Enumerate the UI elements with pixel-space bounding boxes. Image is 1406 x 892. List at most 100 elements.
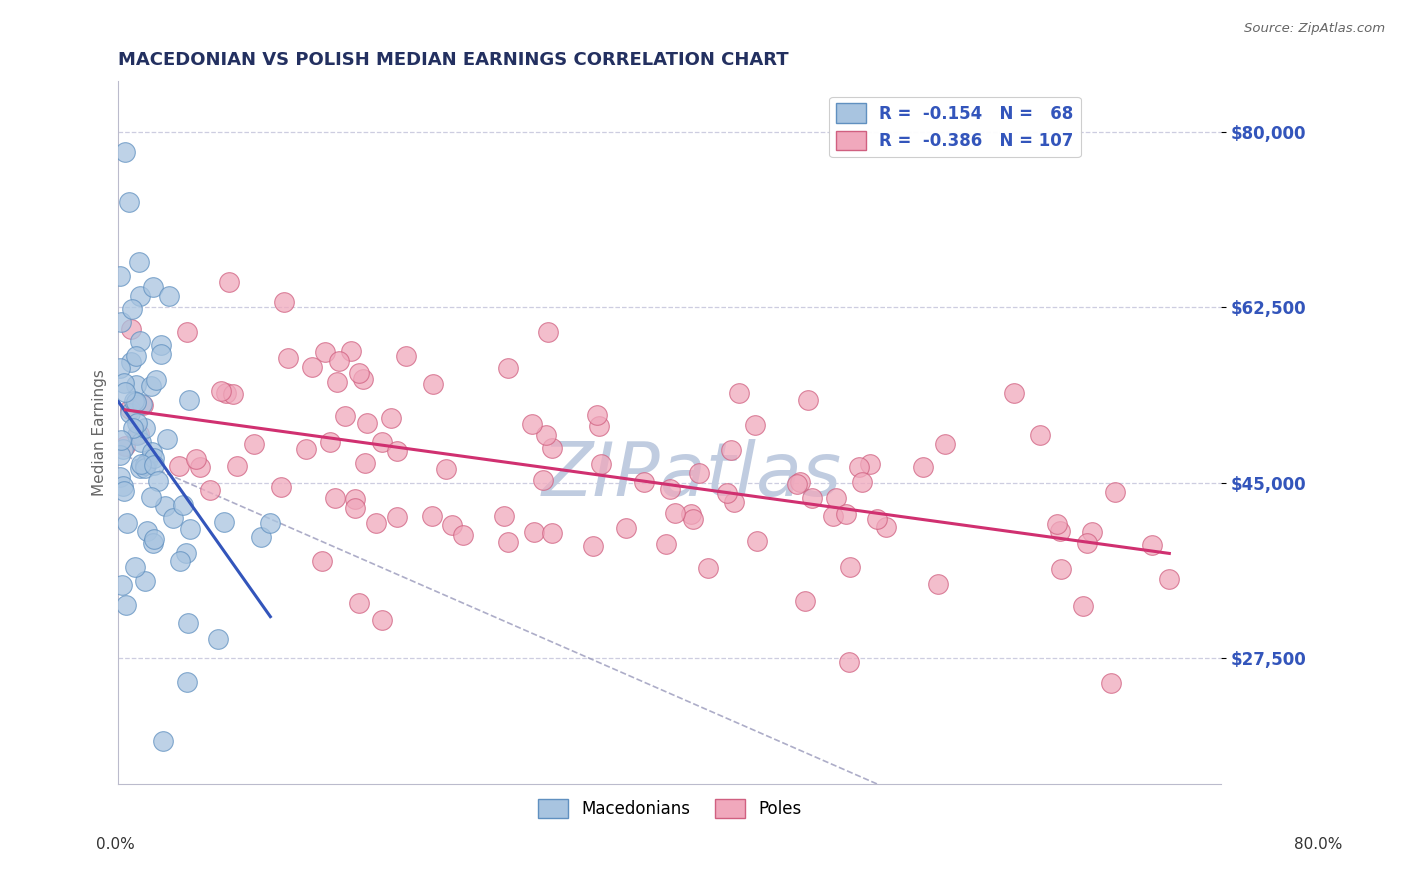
Point — [716, 485, 738, 500]
Point — [127, 416, 149, 430]
Point — [1159, 572, 1181, 586]
Point — [654, 536, 676, 550]
Point — [328, 354, 350, 368]
Point — [1081, 525, 1104, 540]
Point — [385, 510, 408, 524]
Point — [451, 528, 474, 542]
Point — [121, 355, 143, 369]
Point — [122, 394, 145, 409]
Point — [343, 491, 366, 506]
Point — [354, 456, 377, 470]
Text: 0.0%: 0.0% — [96, 837, 135, 852]
Point — [323, 491, 346, 506]
Point — [1002, 386, 1025, 401]
Point — [1046, 516, 1069, 531]
Point — [786, 476, 808, 491]
Point — [1073, 599, 1095, 613]
Point — [139, 378, 162, 392]
Point — [176, 325, 198, 339]
Point — [745, 534, 768, 549]
Point — [148, 474, 170, 488]
Point — [172, 498, 194, 512]
Point — [301, 360, 323, 375]
Point — [540, 441, 562, 455]
Point — [167, 458, 190, 473]
Point — [824, 491, 846, 505]
Point — [851, 475, 873, 490]
Point — [131, 458, 153, 472]
Point — [614, 521, 637, 535]
Point — [198, 483, 221, 497]
Y-axis label: Median Earnings: Median Earnings — [93, 369, 107, 496]
Point — [494, 508, 516, 523]
Point — [134, 574, 156, 588]
Point — [179, 392, 201, 407]
Point — [141, 490, 163, 504]
Point — [371, 613, 394, 627]
Point — [156, 432, 179, 446]
Point — [125, 395, 148, 409]
Point — [129, 461, 152, 475]
Point — [801, 491, 824, 505]
Point — [179, 523, 201, 537]
Point — [259, 516, 281, 530]
Point — [540, 526, 562, 541]
Point — [1050, 562, 1073, 576]
Point — [136, 455, 159, 469]
Point — [120, 406, 142, 420]
Point — [129, 289, 152, 303]
Point — [114, 145, 136, 159]
Point — [190, 460, 212, 475]
Point — [311, 554, 333, 568]
Point — [114, 439, 136, 453]
Point — [141, 445, 163, 459]
Point — [118, 194, 141, 209]
Point — [145, 373, 167, 387]
Point — [118, 402, 141, 417]
Point — [340, 344, 363, 359]
Point — [1029, 428, 1052, 442]
Point — [934, 437, 956, 451]
Point — [835, 507, 858, 521]
Point — [875, 520, 897, 534]
Point — [821, 509, 844, 524]
Point — [789, 475, 811, 489]
Point — [142, 280, 165, 294]
Point — [115, 516, 138, 531]
Point — [1049, 524, 1071, 538]
Point — [124, 560, 146, 574]
Point — [858, 457, 880, 471]
Point — [1099, 676, 1122, 690]
Point — [135, 524, 157, 538]
Point — [531, 473, 554, 487]
Point — [523, 524, 546, 539]
Point — [325, 375, 347, 389]
Point — [582, 540, 605, 554]
Point — [114, 384, 136, 399]
Point — [865, 512, 887, 526]
Point — [207, 632, 229, 647]
Point — [128, 427, 150, 442]
Point — [585, 409, 607, 423]
Text: 80.0%: 80.0% — [1295, 837, 1343, 852]
Point — [681, 508, 703, 522]
Point — [142, 458, 165, 473]
Point — [225, 458, 247, 473]
Point — [682, 512, 704, 526]
Point — [250, 530, 273, 544]
Point — [633, 475, 655, 490]
Point — [215, 385, 238, 400]
Point — [176, 674, 198, 689]
Point — [588, 419, 610, 434]
Point — [134, 461, 156, 475]
Point — [371, 434, 394, 449]
Point — [112, 484, 135, 499]
Point — [697, 560, 720, 574]
Point — [537, 325, 560, 339]
Point — [112, 376, 135, 390]
Point — [395, 349, 418, 363]
Point — [143, 533, 166, 547]
Point — [157, 289, 180, 303]
Point — [209, 384, 232, 399]
Point — [440, 517, 463, 532]
